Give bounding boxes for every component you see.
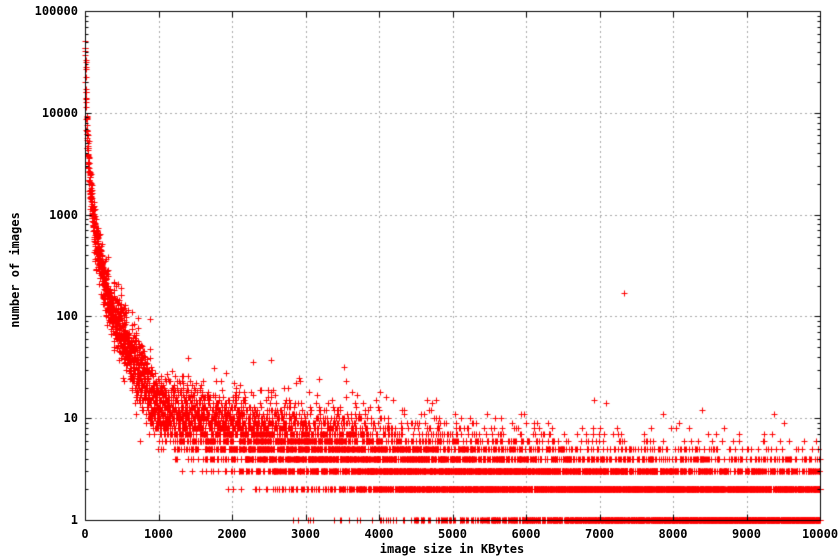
y-tick-label: 10000 [41,105,78,120]
x-tick-label: 8000 [658,527,688,541]
x-tick-label: 2000 [217,527,247,541]
y-tick-label: 100000 [34,4,78,18]
x-tick-label: 3000 [291,527,320,541]
x-axis-title: image size in KBytes [379,542,525,556]
y-tick-label: 10 [63,411,78,426]
y-axis-title: number of images [8,212,22,328]
x-tick-label: 7000 [585,527,614,541]
x-tick-label: 1000 [144,527,173,541]
x-tick-label: 6000 [511,527,541,541]
x-tick-label: 10000 [801,527,839,541]
y-tick-label: 1000 [49,207,78,222]
y-tick-label: 1 [70,513,78,527]
x-tick-label: 9000 [732,527,761,541]
y-tick-label: 100 [56,309,78,324]
x-tick-label: 0 [81,527,89,541]
x-tick-label: 4000 [364,527,394,541]
x-tick-label: 5000 [438,527,467,541]
